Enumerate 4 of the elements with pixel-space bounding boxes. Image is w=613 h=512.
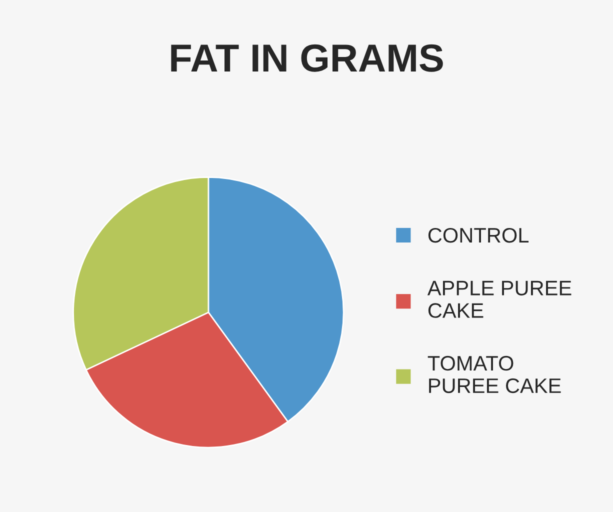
chart-title: FAT IN GRAMS (171, 44, 443, 72)
legend-label: TOMATO PUREE CAKE (428, 356, 561, 394)
legend-label: APPLE PUREE CAKE (427, 280, 572, 318)
legend-label: CONTROL (428, 228, 529, 243)
